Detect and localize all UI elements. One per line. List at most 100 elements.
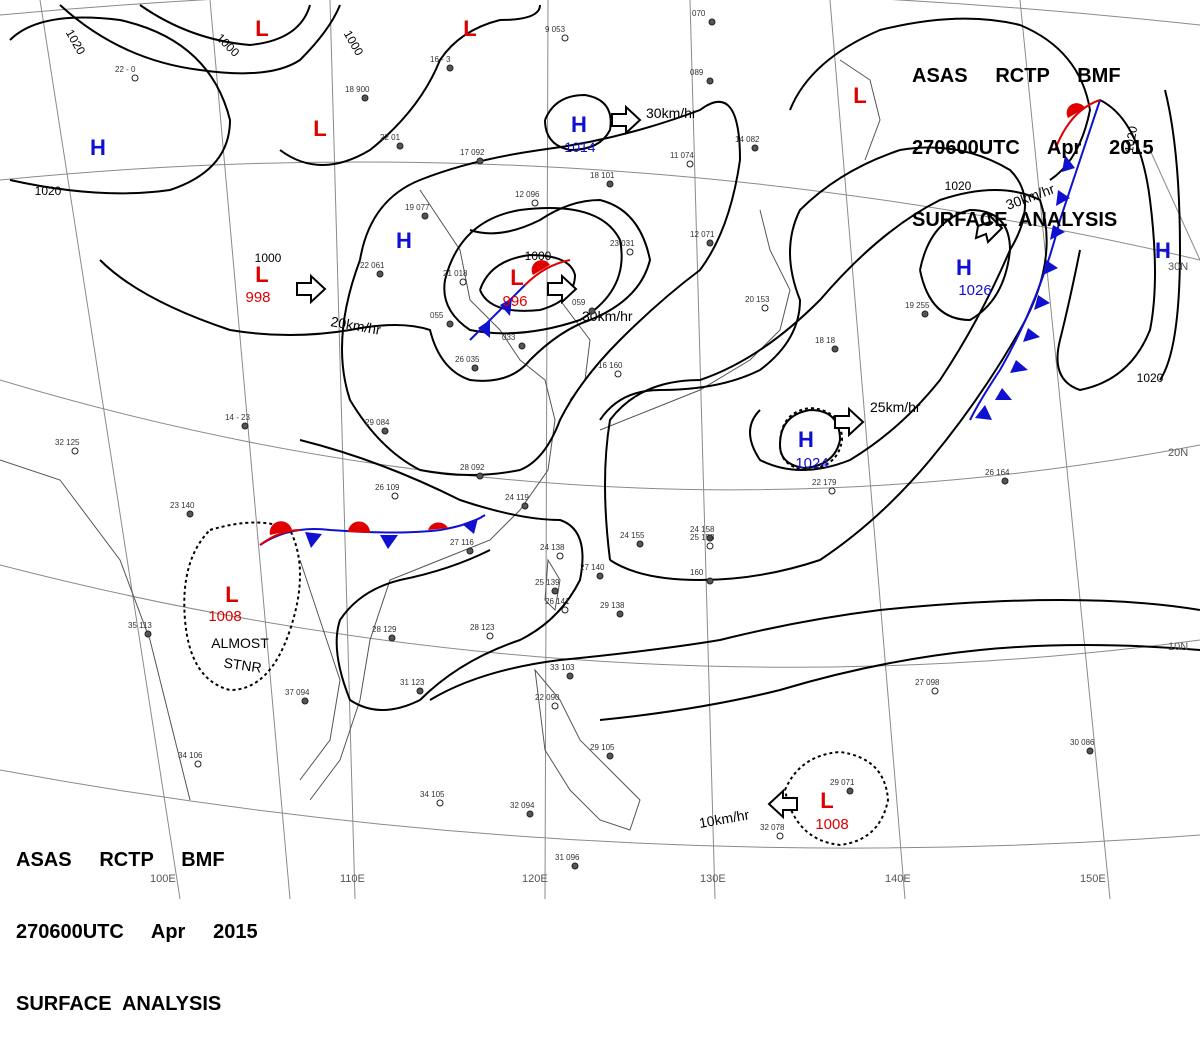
parallel-40n: [0, 0, 1200, 26]
high-symbol: H: [396, 228, 412, 253]
station-plot: 12 071: [690, 230, 715, 247]
weak-low-indochina: [183, 521, 301, 692]
station-label: 29 084: [365, 418, 390, 427]
station-label: 28 129: [372, 625, 397, 634]
isobar-pacific-west: [599, 146, 1026, 471]
station-plot: 33 103: [550, 663, 575, 680]
central-warm-front-line: [524, 259, 571, 286]
isobar-pacific-large: [604, 189, 1048, 582]
station-plot: 9 053: [545, 25, 569, 42]
station-plot: 29 084: [365, 418, 390, 435]
title-block-top: ASAS RCTP BMF 270600UTC Apr 2015 SURFACE…: [912, 16, 1154, 256]
title-line-3: SURFACE ANALYSIS: [16, 993, 222, 1015]
meridian-150e: [1019, 0, 1111, 899]
isobar-label: 1020: [1122, 125, 1140, 154]
motion-label: 25km/hr: [870, 399, 921, 415]
motion-arrows: [296, 104, 1004, 820]
station-marker: [361, 94, 369, 102]
station-plot: 28 092: [460, 463, 485, 480]
stnr-label: STNR: [223, 654, 263, 675]
station-marker: [1086, 747, 1094, 755]
coast-china: [309, 189, 556, 801]
station-plot: 059: [572, 298, 596, 315]
station-plot: 20 153: [745, 295, 770, 312]
station-label: 17 092: [460, 148, 485, 157]
station-label: 24 158: [690, 525, 715, 534]
station-plot: 22 - 0: [115, 65, 139, 82]
lon-label: 150E: [1080, 873, 1106, 885]
isobar-central-low: [443, 207, 623, 335]
station-marker: [446, 320, 454, 328]
title-line-2: 270600UTC Apr 2015: [912, 137, 1154, 159]
station-plot: 089: [690, 68, 714, 85]
isobar-1000-north: [59, 4, 341, 75]
station-plot: 31 096: [555, 853, 580, 870]
isobar-kamchatka: [789, 17, 1092, 181]
parallel-20n: [0, 379, 1200, 491]
station-label: 059: [572, 298, 586, 307]
station-plot: 37 094: [285, 688, 310, 705]
station-marker: [556, 552, 564, 560]
station-label: 20 153: [745, 295, 770, 304]
low-symbol: L: [510, 265, 523, 290]
isobar-label: 1020: [1137, 371, 1164, 385]
station-marker: [616, 610, 624, 618]
station-label: 16 - 3: [430, 55, 451, 64]
station-marker: [588, 307, 596, 315]
station-marker: [931, 687, 939, 695]
cold-front-east: [969, 99, 1101, 421]
station-plot: 14 - 23: [225, 413, 250, 430]
station-marker: [421, 212, 429, 220]
low-symbol: L: [255, 16, 268, 41]
station-label: 12 071: [690, 230, 715, 239]
station-marker: [531, 199, 539, 207]
station-plot: 16 - 3: [430, 55, 454, 72]
low-pressure-value: 996: [502, 293, 527, 310]
station-plot: 32 125: [55, 438, 80, 455]
isobar-1020-far-east: [1159, 89, 1182, 381]
motion-arrow-high-1024: [834, 406, 865, 438]
isobar-east-china-sea: [341, 100, 742, 476]
isobar-1020-north-west: [9, 16, 232, 195]
isobar-1020-east: [1056, 99, 1156, 392]
lon-label: 140E: [885, 873, 911, 885]
station-marker: [561, 34, 569, 42]
central-low-fronts: [469, 259, 571, 341]
high-symbol: H: [571, 112, 587, 137]
central-warm-bump: [531, 260, 550, 275]
weak-low-1008-east: [783, 750, 890, 847]
station-label: 22 179: [812, 478, 837, 487]
isobar-label: 1000: [525, 249, 552, 263]
high-symbol: H: [1155, 238, 1171, 263]
station-marker: [194, 760, 202, 768]
station-label: 28 123: [470, 623, 495, 632]
almost-label: ALMOST: [211, 635, 269, 651]
isobars: [9, 4, 1200, 721]
station-plot: 19 077: [405, 203, 430, 220]
station-marker: [391, 492, 399, 500]
station-label: 26 109: [375, 483, 400, 492]
title-line-2: 270600UTC Apr 2015: [16, 921, 258, 943]
station-plot: 29 138: [600, 601, 625, 618]
station-label: 19 255: [905, 301, 930, 310]
station-marker: [466, 547, 474, 555]
weather-map: 1020 1000 1000 1020 1000 1000 1020 1020 …: [0, 0, 1200, 899]
station-label: 14 082: [735, 135, 760, 144]
station-label: 32 094: [510, 801, 535, 810]
station-plot: 17 092: [460, 148, 485, 165]
station-marker: [301, 697, 309, 705]
low-pressure-value: 998: [245, 289, 270, 306]
low-symbol: L: [225, 582, 238, 607]
station-plot: 30 086: [1070, 738, 1095, 755]
isobar-high-1014: [544, 93, 612, 152]
coast-india: [0, 459, 191, 801]
station-plot: 27 116: [450, 538, 474, 555]
station-plot: 18 101: [590, 171, 615, 188]
station-plot: 24 155: [620, 531, 645, 548]
station-label: 32 078: [760, 823, 785, 832]
station-plot: 22 179: [812, 478, 837, 495]
station-marker: [476, 472, 484, 480]
high-pressure-value: 1014: [564, 139, 595, 155]
station-marker: [706, 577, 714, 585]
lon-label: 110E: [340, 873, 365, 885]
